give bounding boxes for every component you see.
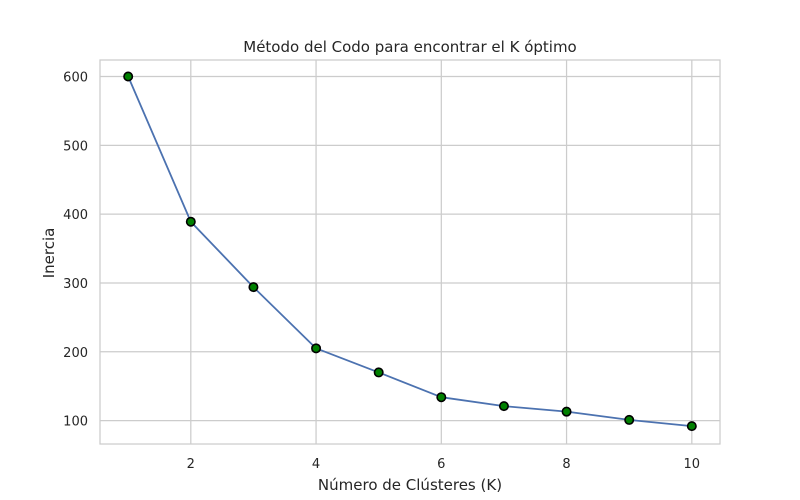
x-tick-label: 2 [187,457,195,472]
y-tick-label: 600 [63,71,88,86]
y-tick-label: 300 [63,277,88,292]
data-point [373,367,384,378]
plot-frame [99,59,721,445]
data-point [686,421,697,432]
y-tick-label: 500 [63,139,88,154]
axis-ticks: 2 4 6 8 10 100 200 300 400 500 600 [63,71,700,472]
y-tick-label: 200 [63,346,88,361]
x-tick-label: 6 [437,457,445,472]
y-axis-label: Inercia [40,228,58,279]
data-point [185,216,196,227]
x-tick-label: 8 [562,457,570,472]
x-axis-label: Número de Clústeres (K) [318,476,502,494]
y-tick-label: 400 [63,208,88,223]
x-tick-label: 4 [312,457,320,472]
y-tick-label: 100 [63,415,88,430]
grid-lines [100,60,720,444]
chart-title: Método del Codo para encontrar el K ópti… [243,38,577,56]
series-group [123,71,697,432]
data-point [123,71,134,82]
data-point [248,282,259,293]
data-point [311,343,322,354]
x-tick-label: 10 [684,457,701,472]
data-point [498,401,509,412]
data-point [561,406,572,417]
data-point [436,392,447,403]
data-point [624,414,635,425]
series-line [127,76,692,428]
